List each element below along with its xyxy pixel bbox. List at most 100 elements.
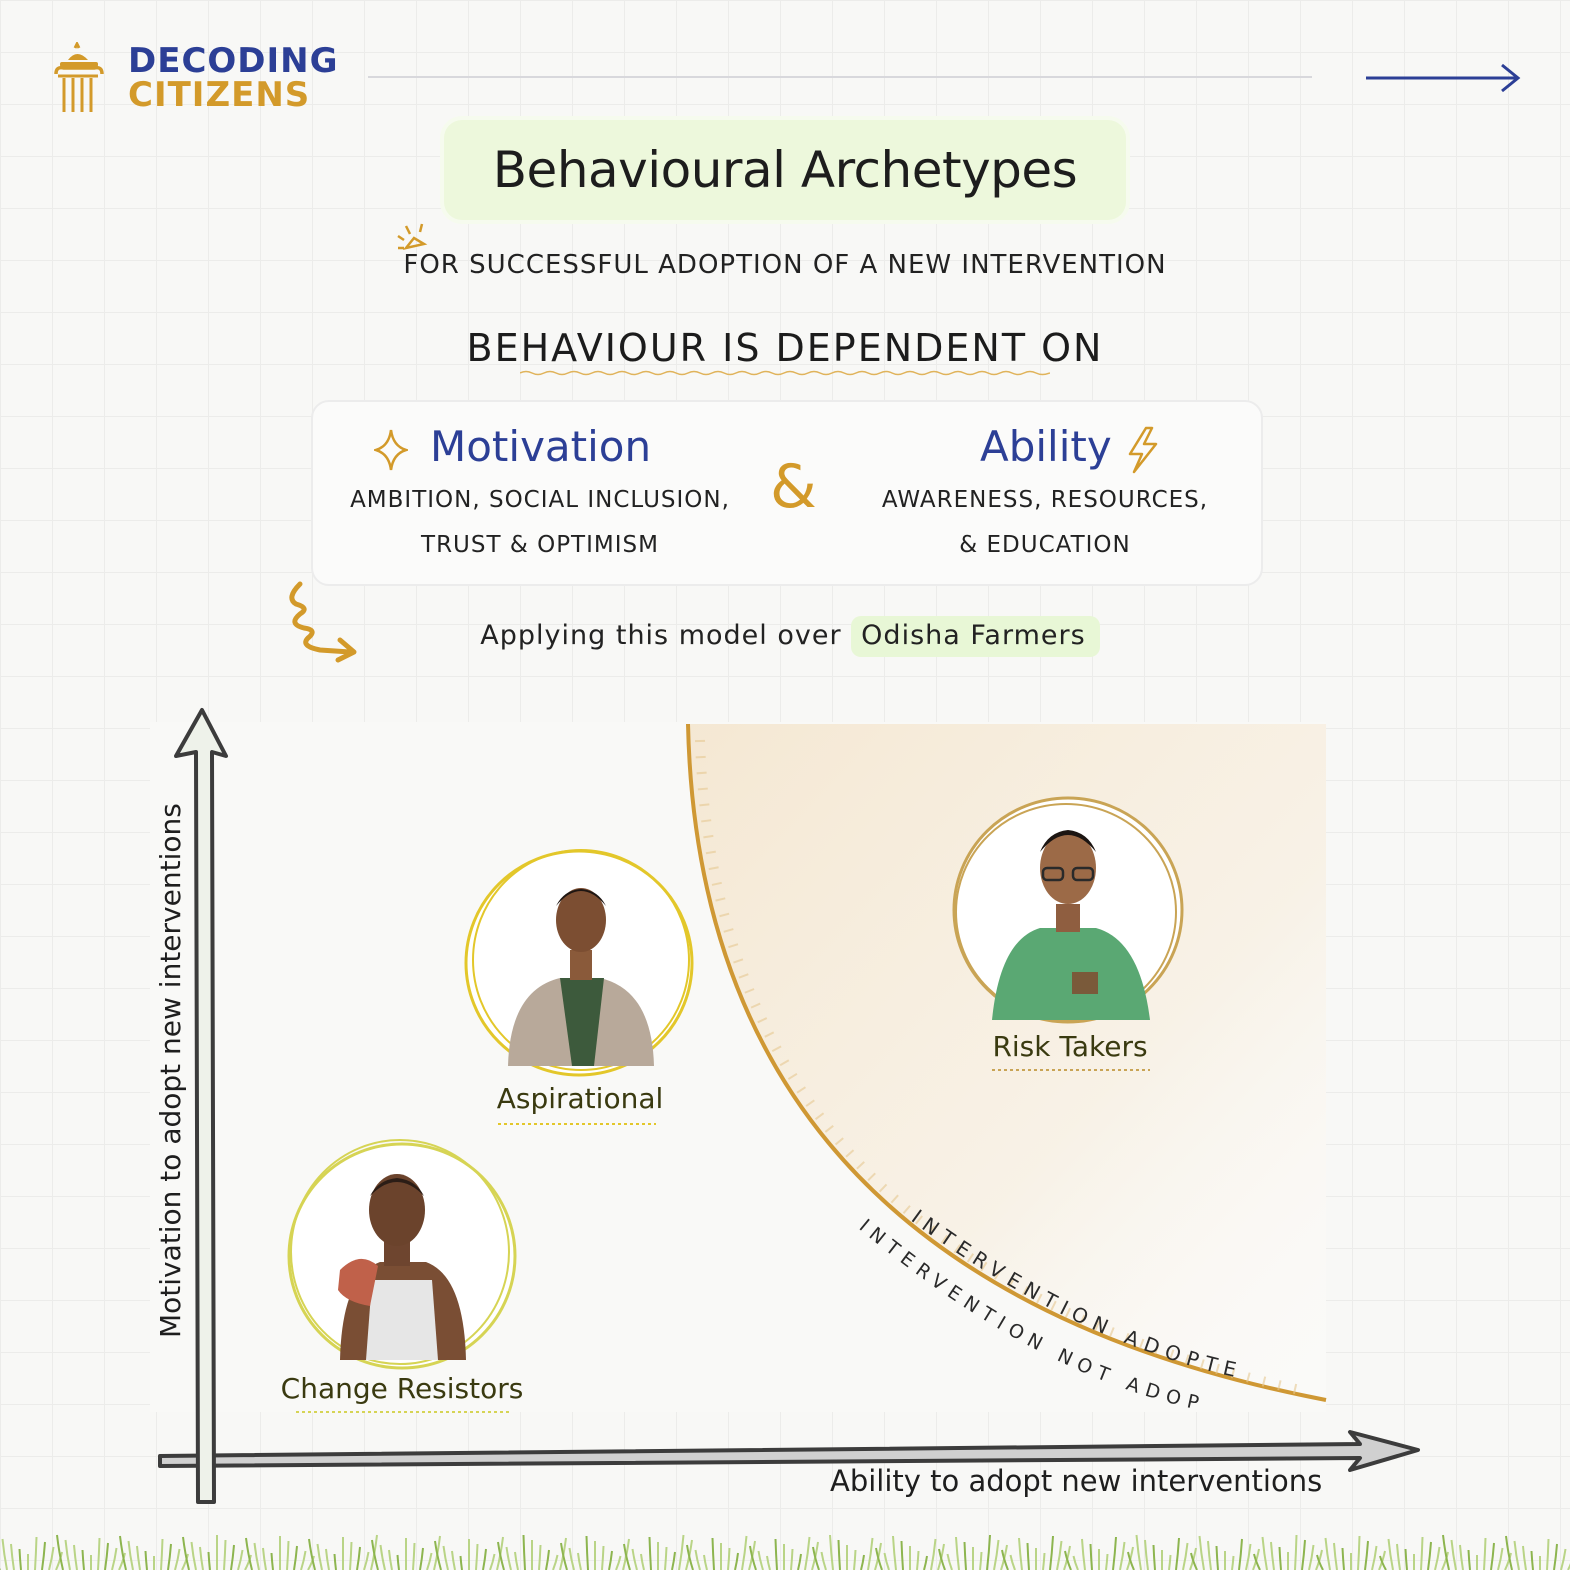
grass-blade <box>1207 1540 1212 1570</box>
grass-blade <box>820 1551 827 1570</box>
grass-blade <box>1505 1535 1513 1570</box>
grass-blade <box>136 1545 141 1570</box>
grass-blade <box>1341 1547 1345 1570</box>
aspirational-portrait <box>464 849 694 1077</box>
star-icon <box>374 429 408 471</box>
grass-blade <box>316 1543 323 1570</box>
grass-blade <box>1072 1555 1079 1570</box>
grass-blade <box>892 1535 897 1570</box>
grass-blade <box>703 1554 708 1570</box>
grass-blade <box>623 1543 631 1570</box>
grass-blade <box>1560 1548 1567 1570</box>
grass-blade <box>1190 1552 1198 1570</box>
grass-blade <box>812 1546 820 1570</box>
grass-blade <box>1001 1549 1009 1570</box>
grass-blade <box>174 1548 181 1570</box>
grass-blade <box>497 1541 505 1570</box>
grass-blade <box>1018 1537 1023 1570</box>
grass-blade <box>1175 1537 1180 1570</box>
section-heading: BEHAVIOUR IS DEPENDENT ON <box>466 326 1104 370</box>
grass-blade <box>459 1555 463 1570</box>
grass-blade <box>585 1535 589 1570</box>
grass-blade <box>601 1545 605 1570</box>
grass-blade <box>1198 1535 1205 1570</box>
grass-blade <box>270 1552 274 1570</box>
grass-blade <box>1026 1542 1030 1570</box>
grass-blade <box>1513 1540 1520 1570</box>
grass-blade <box>1049 1535 1054 1570</box>
grass-blade <box>419 1547 424 1570</box>
grass-blade <box>41 1541 46 1570</box>
grass-blade <box>1371 1545 1378 1570</box>
grass-blade <box>333 1553 337 1570</box>
grass-blade <box>853 1549 857 1570</box>
arrow-right-icon[interactable] <box>1362 60 1522 96</box>
grass-blade <box>1 1538 8 1570</box>
grass-blade <box>757 1550 764 1570</box>
ability-description: AWARENESS, RESOURCES, & EDUCATION <box>870 478 1220 568</box>
grass-blade <box>127 1540 134 1570</box>
grass-blade <box>1009 1554 1016 1570</box>
grass-blade <box>167 1543 172 1570</box>
heading-underline <box>520 370 1050 376</box>
grass-blade <box>160 1538 164 1570</box>
change-resistors-portrait <box>287 1139 517 1370</box>
grass-blade <box>1261 1536 1268 1570</box>
grass-blade <box>1404 1548 1408 1570</box>
grass-blade <box>711 1537 715 1570</box>
grass-blade <box>119 1535 127 1570</box>
grass-blade <box>293 1545 298 1570</box>
grass-blade <box>993 1539 1000 1570</box>
grass-blade <box>1238 1538 1243 1570</box>
y-axis-arrow <box>174 708 228 1504</box>
grass-blade <box>552 1554 559 1570</box>
grass-blade <box>489 1553 496 1570</box>
grass-blade <box>1497 1547 1504 1570</box>
grass-blade <box>608 1550 613 1570</box>
grass-blade <box>349 1541 353 1570</box>
grass-blade <box>1056 1540 1063 1570</box>
grass-blade <box>412 1542 416 1570</box>
grass-blade <box>615 1555 622 1570</box>
page-title: Behavioural Archetypes <box>492 141 1078 199</box>
grass-blade <box>867 1537 874 1570</box>
sparkle-icon <box>397 223 428 250</box>
grass-blade <box>1530 1550 1534 1570</box>
grass-blade <box>1459 1544 1464 1570</box>
grass-blade <box>442 1545 449 1570</box>
grass-blade <box>396 1554 400 1570</box>
x-axis-arrow <box>158 1430 1420 1472</box>
grass-blade <box>804 1536 811 1570</box>
grass-blade <box>860 1554 865 1570</box>
grass-blade <box>237 1549 244 1570</box>
grass-blade <box>104 1542 109 1570</box>
grass-blade <box>181 1553 189 1570</box>
grass-blade <box>363 1551 370 1570</box>
grass-blade <box>1504 1552 1512 1570</box>
grass-blade <box>640 1553 645 1570</box>
grass-blade <box>648 1536 652 1570</box>
grass-blade <box>388 1549 393 1570</box>
motivation-title: Motivation <box>430 422 652 471</box>
grass-blade <box>1357 1535 1361 1570</box>
grass-blade <box>1308 1544 1315 1570</box>
grass-blade <box>18 1548 22 1570</box>
risk-takers-portrait <box>952 796 1184 1024</box>
grass-blade <box>678 1534 685 1570</box>
grass-blade <box>694 1549 701 1570</box>
grass-blade <box>34 1536 38 1570</box>
grass-blade <box>1089 1543 1093 1570</box>
grass-blade <box>426 1552 433 1570</box>
grass-blade <box>1105 1553 1109 1570</box>
grass-blade <box>686 1544 694 1570</box>
pillar-logo-icon <box>54 42 104 112</box>
grass-blade <box>1364 1540 1369 1570</box>
brand-logo: DECODING CITIZENS <box>52 40 338 120</box>
grass-blade <box>144 1550 148 1570</box>
x-axis-label: Ability to adopt new interventions <box>830 1464 1323 1498</box>
grass-blade <box>1064 1550 1072 1570</box>
grass-blade <box>916 1550 920 1570</box>
archetype-quadrant: Intervention Adopted Intervention not ad… <box>0 690 1420 1504</box>
grass-blade <box>81 1549 85 1570</box>
grass-blade <box>979 1551 983 1570</box>
